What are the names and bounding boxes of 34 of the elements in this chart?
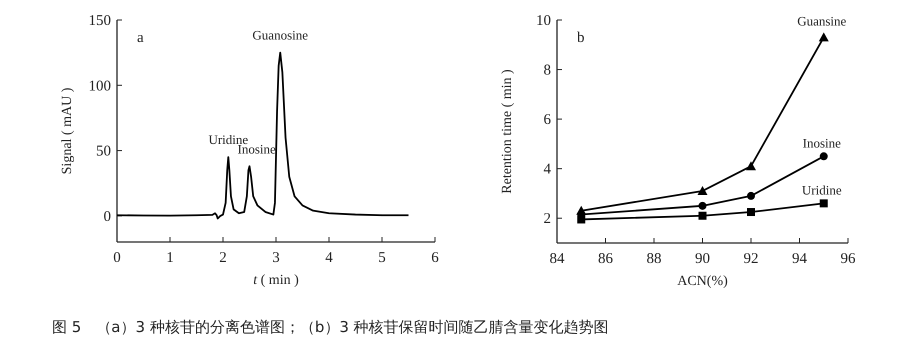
series-label: Uridine [802,182,842,198]
x-tick-label: 84 [550,251,565,267]
x-tick-label: 88 [646,251,662,267]
x-axis-title: t ( min ) [253,273,300,288]
x-tick-label: 96 [840,251,856,267]
text: a [137,30,144,46]
y-tick-label: 150 [88,13,111,29]
x-tick-label: 1 [166,250,174,266]
x-tick-label: 5 [378,250,386,266]
annotation: Guanosine [252,28,308,43]
x-tick-label: 3 [272,250,280,266]
x-axis-title: ACN(%) [677,274,728,289]
y-tick-label: 4 [544,162,552,178]
y-tick-label: 10 [536,13,551,29]
x-tick-label: 2 [219,250,227,266]
x-tick-label: 6 [431,250,440,266]
x-tick-label: 4 [325,250,334,266]
y-tick-label: 100 [88,78,111,94]
series-label: Inosine [802,135,842,150]
y-tick-label: 0 [104,208,111,225]
text: b [577,30,584,46]
x-tick-label: 86 [598,251,614,267]
y-tick-label: 2 [544,211,551,228]
y-tick-label: 6 [544,112,552,128]
series-label: Guansine [797,13,847,28]
y-axis-title: Retention time ( min ) [500,68,515,194]
x-tick-label: 90 [695,251,710,267]
caption: 图 5 （a）3 种核苷的分离色谱图；（b）3 种核苷保留时间随乙腈含量变化趋势图 [52,318,609,336]
y-axis-title: Signal ( mAU ) [60,87,75,174]
x-tick-label: 94 [792,251,808,267]
x-tick-label: 0 [113,250,121,266]
x-tick-label: 92 [744,251,758,267]
y-tick-label: 8 [544,62,551,79]
y-tick-label: 50 [96,144,111,160]
